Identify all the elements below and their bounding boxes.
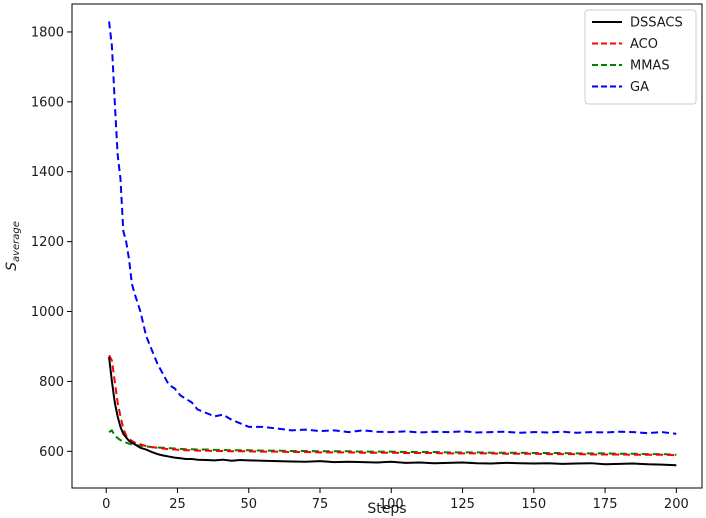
legend-label-ga: GA [630, 80, 649, 95]
y-tick-label: 1600 [31, 95, 64, 110]
x-axis-label: Steps [367, 501, 406, 517]
y-tick-label: 1400 [31, 165, 64, 180]
y-tick-label: 800 [39, 375, 64, 390]
y-axis-label: Saverage [4, 221, 22, 271]
y-tick-label: 1000 [31, 305, 64, 320]
x-tick-label: 0 [102, 497, 110, 512]
x-tick-label: 25 [169, 497, 186, 512]
x-tick-label: 150 [521, 497, 546, 512]
legend-label-dssacs: DSSACS [630, 16, 683, 31]
series-line-ga [108, 21, 677, 435]
series-line-dssacs [108, 356, 677, 467]
legend: DSSACS ACO MMAS GA [584, 9, 697, 105]
legend-label-aco: ACO [630, 37, 658, 52]
y-tick-label: 1800 [31, 25, 64, 40]
x-tick-label: 100 [379, 497, 404, 512]
x-tick-label: 175 [593, 497, 618, 512]
y-axis: 600 800 1000 1200 1400 1600 1800 [31, 25, 72, 460]
y-axis-label-base: S [4, 262, 20, 271]
y-tick-label: 1200 [31, 235, 64, 250]
legend-box [584, 9, 697, 105]
y-tick-label: 600 [39, 445, 64, 460]
series-line-aco [108, 354, 677, 457]
x-axis: 0 25 50 75 100 125 150 175 200 [102, 488, 689, 512]
y-axis-label-subscript: average [11, 221, 22, 262]
series-layer [108, 21, 677, 467]
x-tick-label: 125 [450, 497, 475, 512]
x-tick-label: 50 [240, 497, 257, 512]
legend-label-mmas: MMAS [630, 59, 670, 74]
x-tick-label: 75 [312, 497, 329, 512]
plot-area [71, 3, 703, 489]
x-tick-label: 200 [664, 497, 689, 512]
